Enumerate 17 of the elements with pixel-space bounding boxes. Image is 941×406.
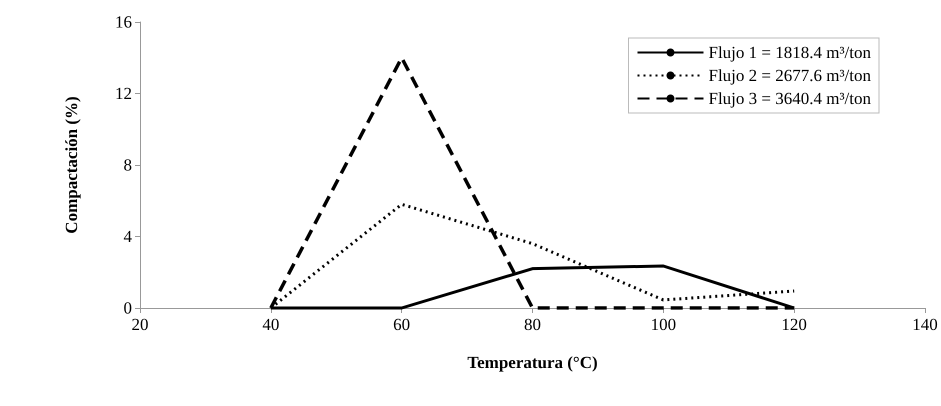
x-axis-title: Temperatura (°C) <box>467 353 598 372</box>
legend-label: Flujo 3 = 3640.4 m³/ton <box>708 89 872 108</box>
y-tick-label: 16 <box>115 12 132 32</box>
y-tick-label: 12 <box>115 84 132 103</box>
x-tick-label: 40 <box>262 315 280 334</box>
x-tick-label: 80 <box>524 315 541 334</box>
x-tick-label: 140 <box>912 315 938 334</box>
legend-label: Flujo 1 = 1818.4 m³/ton <box>708 43 872 62</box>
y-tick-label: 8 <box>124 156 132 174</box>
y-tick-label: 0 <box>124 298 132 318</box>
x-tick-label: 60 <box>393 315 410 334</box>
x-tick-label: 20 <box>132 315 148 334</box>
y-tick-label: 4 <box>124 227 132 246</box>
x-tick-label: 100 <box>650 315 676 334</box>
legend-label: Flujo 2 = 2677.6 m³/ton <box>708 66 872 85</box>
x-tick-label: 120 <box>781 315 807 334</box>
y-axis-title: Compactación (%) <box>62 96 81 234</box>
